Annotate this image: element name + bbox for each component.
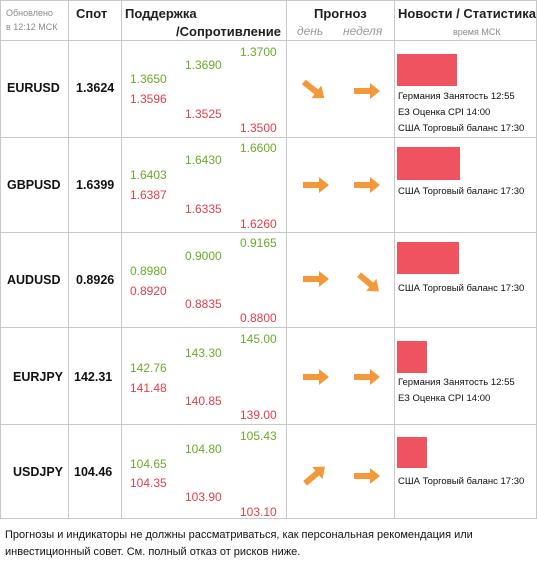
arrow-right-icon xyxy=(303,369,329,385)
grid-line xyxy=(0,327,537,328)
updated-time: в 12:12 МСК xyxy=(6,22,58,32)
pair-name: USDJPY xyxy=(13,465,64,479)
support-1-value: 0.8980 xyxy=(130,264,167,278)
support-2-value: 143.30 xyxy=(185,346,222,360)
resistance-2-value: 0.8835 xyxy=(185,297,222,311)
spot-header: Спот xyxy=(76,6,108,21)
pair-name: EURUSD xyxy=(7,81,60,95)
spot-value: 142.31 xyxy=(74,370,113,384)
arrow-down-right-icon xyxy=(301,79,325,99)
week-header: неделя xyxy=(343,24,383,38)
support-1-value: 104.65 xyxy=(130,457,167,471)
news-item: США Торговый баланс 17:30 xyxy=(398,283,525,294)
news-bar xyxy=(397,437,427,468)
support-2-value: 1.6430 xyxy=(185,153,222,167)
grid-line xyxy=(0,0,537,1)
news-bar xyxy=(397,341,427,373)
pair-name: EURJPY xyxy=(13,370,64,384)
grid-line xyxy=(0,232,537,233)
arrow-right-icon xyxy=(354,369,380,385)
arrow-down-right-icon xyxy=(357,272,379,292)
news-bar xyxy=(397,147,460,180)
resistance-3-value: 139.00 xyxy=(240,408,277,422)
grid-line xyxy=(0,518,537,519)
news-header: Новости / Статистика xyxy=(398,6,537,21)
resistance-2-value: 1.6335 xyxy=(185,202,222,216)
grid-line xyxy=(68,0,69,519)
news-bar xyxy=(397,54,457,86)
grid-line xyxy=(286,0,287,519)
support-3-value: 145.00 xyxy=(240,332,277,346)
grid-line xyxy=(0,137,537,138)
news-item: США Торговый баланс 17:30 xyxy=(398,476,525,487)
support-2-value: 1.3690 xyxy=(185,58,222,72)
support-2-value: 104.80 xyxy=(185,442,222,456)
support-header: Поддержка xyxy=(125,6,197,21)
day-header: день xyxy=(297,24,324,38)
resistance-3-value: 1.3500 xyxy=(240,121,277,135)
pair-name: GBPUSD xyxy=(7,178,61,192)
resistance-2-value: 103.90 xyxy=(185,490,222,504)
resistance-3-value: 0.8800 xyxy=(240,311,277,325)
support-3-value: 1.3700 xyxy=(240,45,277,59)
resistance-2-value: 140.85 xyxy=(185,394,222,408)
support-3-value: 105.43 xyxy=(240,429,277,443)
grid-line xyxy=(0,0,1,519)
resistance-3-value: 1.6260 xyxy=(240,217,277,231)
spot-value: 104.46 xyxy=(74,465,113,479)
pair-name: AUDUSD xyxy=(7,273,61,287)
arrow-right-icon xyxy=(354,83,380,99)
disclaimer-text: Прогнозы и индикаторы не должны рассматр… xyxy=(5,529,473,558)
grid-line xyxy=(0,424,537,425)
news-item: ЕЗ Оценка CPI 14:00 xyxy=(398,107,491,118)
arrow-right-icon xyxy=(303,271,329,287)
support-1-value: 142.76 xyxy=(130,361,167,375)
support-2-value: 0.9000 xyxy=(185,249,222,263)
arrow-right-icon xyxy=(354,468,380,484)
support-1-value: 1.6403 xyxy=(130,168,167,182)
grid-line xyxy=(0,40,537,41)
news-item: Германия Занятость 12:55 xyxy=(398,91,515,102)
spot-value: 0.8926 xyxy=(76,273,115,287)
resistance-1-value: 1.6387 xyxy=(130,188,167,202)
resistance-1-value: 141.48 xyxy=(130,381,167,395)
grid-line xyxy=(394,0,395,519)
time-note: время МСК xyxy=(453,27,501,37)
support-1-value: 1.3650 xyxy=(130,72,167,86)
arrow-up-right-icon xyxy=(303,466,325,486)
resistance-1-value: 0.8920 xyxy=(130,284,167,298)
news-item: США Торговый баланс 17:30 xyxy=(398,123,525,134)
news-bar xyxy=(397,242,459,274)
news-item: ЕЗ Оценка CPI 14:00 xyxy=(398,393,491,404)
resistance-3-value: 103.10 xyxy=(240,505,277,519)
resistance-2-value: 1.3525 xyxy=(185,107,222,121)
arrow-right-icon xyxy=(354,177,380,193)
forecast-header: Прогноз xyxy=(314,6,367,21)
spot-value: 1.3624 xyxy=(76,81,115,95)
support-3-value: 0.9165 xyxy=(240,236,277,250)
grid-line xyxy=(121,0,122,519)
arrow-right-icon xyxy=(303,177,329,193)
resistance-1-value: 104.35 xyxy=(130,476,167,490)
resistance-header: /Сопротивление xyxy=(176,24,281,39)
news-item: Германия Занятость 12:55 xyxy=(398,377,515,388)
support-3-value: 1.6600 xyxy=(240,141,277,155)
spot-value: 1.6399 xyxy=(76,178,115,192)
updated-label: Обновлено xyxy=(6,8,53,18)
resistance-1-value: 1.3596 xyxy=(130,92,167,106)
news-item: США Торговый баланс 17:30 xyxy=(398,186,525,197)
